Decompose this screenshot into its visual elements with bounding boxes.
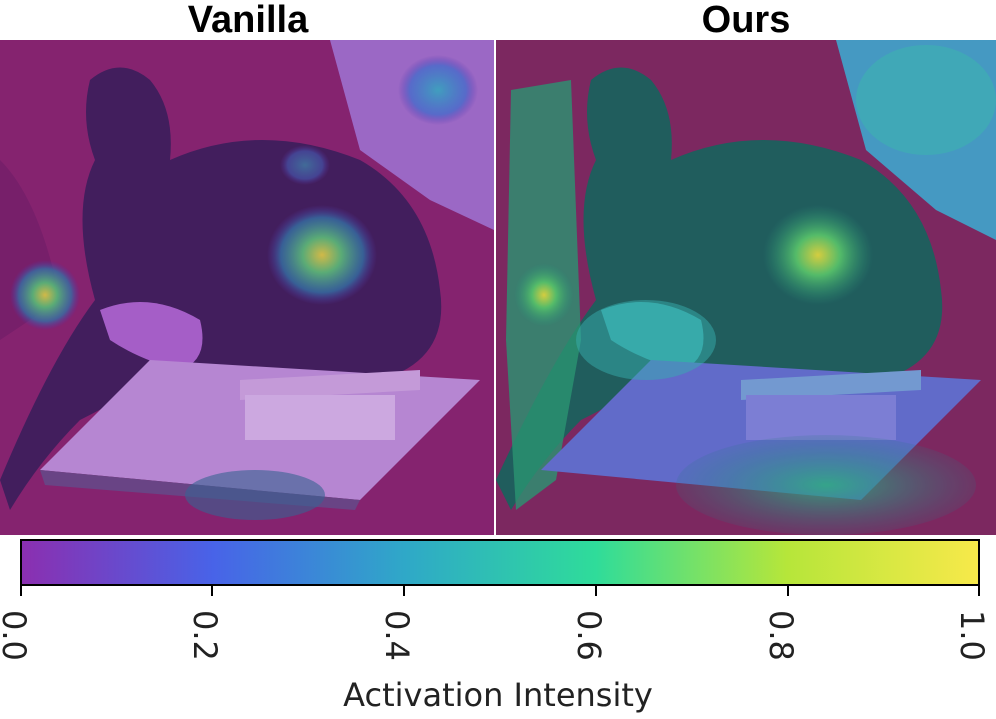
colorbar-tick-label: 0.4 [378, 609, 416, 661]
colorbar-tick [211, 586, 213, 596]
colorbar-tick-label: 0.8 [762, 609, 800, 661]
colorbar-tick-label: 0.6 [570, 609, 608, 661]
ours-heatmap-image [496, 40, 996, 535]
colorbar-tick [20, 586, 22, 596]
colorbar-tick [403, 586, 405, 596]
title-ours: Ours [701, 0, 791, 41]
title-vanilla: Vanilla [187, 0, 309, 41]
colorbar-tick-label: 0.2 [186, 609, 224, 661]
colorbar-tick-label: 1.0 [953, 609, 991, 661]
colorbar-tick [978, 586, 980, 596]
colorbar [20, 539, 980, 586]
colorbar-tick [595, 586, 597, 596]
colorbar-label: Activation Intensity [343, 676, 653, 714]
vanilla-heatmap-image [0, 40, 494, 535]
colorbar-tick-label: 0.0 [0, 609, 33, 661]
colorbar-tick [787, 586, 789, 596]
